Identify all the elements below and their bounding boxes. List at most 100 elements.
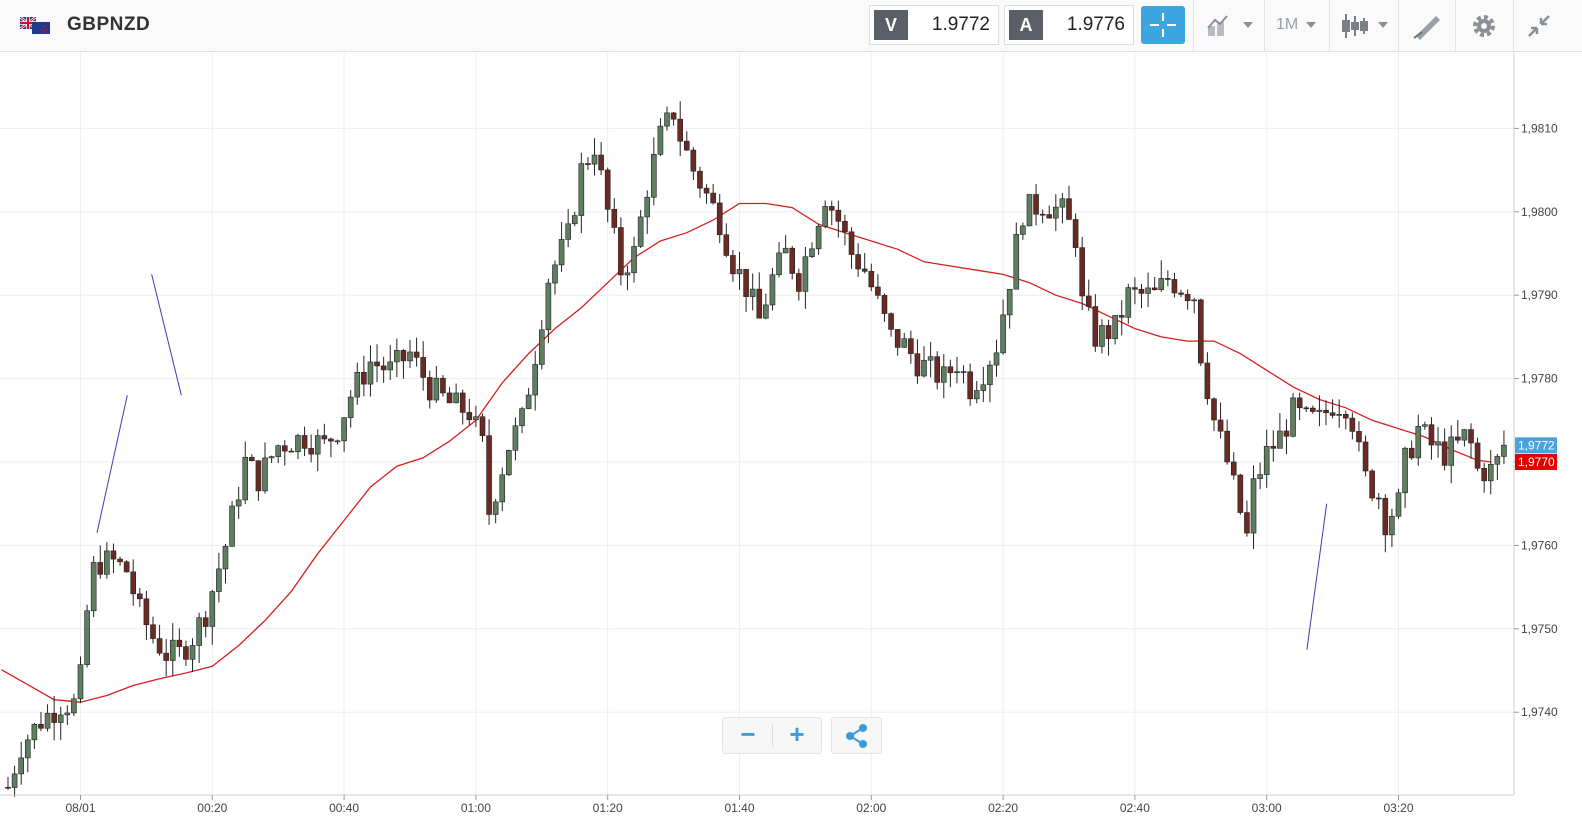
candle-body	[842, 221, 848, 233]
candle-body	[1132, 287, 1138, 290]
candle-body	[1171, 279, 1178, 294]
candle-body	[651, 154, 657, 198]
candle-body	[1468, 429, 1474, 444]
crosshair-icon	[1150, 13, 1176, 37]
candle-body	[1237, 474, 1244, 513]
draw-tools-button[interactable]	[1412, 12, 1444, 40]
timeframe-label: 1M	[1276, 16, 1299, 33]
candle-body	[1382, 498, 1389, 536]
zoom-out-button[interactable]: −	[740, 719, 756, 749]
candle-body	[249, 457, 255, 461]
gear-icon	[1473, 15, 1495, 37]
gb-nz-flag-icon	[20, 17, 50, 34]
candle-body	[189, 645, 196, 660]
candle-body	[1191, 299, 1198, 302]
x-tick-label: 03:20	[1383, 801, 1413, 815]
chart-type-button[interactable]	[1205, 12, 1255, 40]
candle-body	[1217, 419, 1224, 432]
candle-body	[110, 550, 117, 560]
candle-body	[321, 435, 328, 440]
candle-body	[1487, 463, 1494, 482]
sell-price: 1.9772	[931, 14, 990, 35]
candle-body	[1349, 417, 1356, 432]
candle-body	[123, 561, 130, 573]
candle-body	[407, 351, 413, 362]
crosshair-button[interactable]	[1141, 6, 1185, 44]
candle-body	[117, 558, 123, 563]
candle-body	[301, 435, 308, 449]
candle-body	[1184, 294, 1191, 302]
candle-body	[426, 377, 433, 401]
candle-body	[683, 140, 690, 151]
candle-body	[1085, 295, 1092, 307]
candle-body	[506, 449, 512, 476]
zoom-divider	[772, 724, 773, 747]
settings-button[interactable]	[1470, 12, 1500, 40]
candle-body	[209, 591, 216, 627]
candle-body	[848, 231, 855, 255]
candle-body	[433, 377, 440, 401]
candle-body	[1369, 470, 1375, 499]
candle-body	[5, 786, 11, 789]
candle-body	[1145, 287, 1151, 294]
candle-body	[1151, 287, 1158, 291]
candle-body	[716, 202, 723, 236]
candle-body	[618, 227, 624, 276]
y-tick-label: 1,9760	[1521, 538, 1558, 552]
candle-body	[822, 206, 828, 227]
candle-body	[545, 282, 552, 331]
candles-icon	[1342, 14, 1388, 38]
candle-body	[255, 460, 262, 492]
candle-body	[328, 438, 334, 442]
x-tick-label: 02:40	[1120, 801, 1150, 815]
x-tick-label: 01:20	[593, 801, 623, 815]
candle-body	[202, 617, 209, 627]
candle-body	[380, 365, 387, 371]
candle-body	[163, 652, 169, 661]
toolbar-divider	[1264, 0, 1265, 52]
candle-body	[1277, 430, 1283, 449]
candle-body	[512, 425, 519, 451]
candle-body	[183, 646, 189, 660]
candle-body	[38, 723, 44, 729]
candle-body	[1435, 441, 1441, 446]
trendline	[1306, 503, 1328, 650]
x-tick-label: 03:00	[1252, 801, 1282, 815]
candle-body	[24, 739, 31, 759]
candle-body	[1316, 409, 1323, 412]
buy-label: A	[1009, 10, 1043, 40]
zoom-in-button[interactable]: +	[789, 719, 805, 749]
trendlines	[96, 274, 1328, 650]
candle-body	[927, 356, 934, 361]
share-button[interactable]	[831, 717, 882, 754]
timeframe-selector[interactable]: 1M	[1276, 16, 1324, 44]
candle-body	[347, 396, 354, 418]
candle-style-button[interactable]	[1340, 12, 1390, 40]
candle-body	[446, 392, 453, 404]
candle-body	[934, 356, 941, 383]
chart-axes	[0, 53, 1515, 796]
candle-body	[591, 154, 598, 165]
instrument-symbol: GBPNZD	[67, 14, 151, 35]
collapse-button[interactable]	[1525, 12, 1555, 40]
candle-body	[697, 170, 703, 189]
candle-body	[776, 252, 782, 276]
candle-body	[914, 353, 921, 377]
candle-body	[631, 246, 637, 274]
candle-body	[710, 192, 716, 204]
candle-body	[268, 456, 275, 459]
candle-body	[664, 112, 670, 127]
candle-body	[413, 351, 420, 358]
x-tick-label: 00:40	[329, 801, 359, 815]
toolbar-divider	[1398, 0, 1399, 52]
candle-body	[440, 377, 446, 394]
candle-body	[1441, 441, 1448, 466]
candle-body	[1099, 325, 1105, 347]
sell-price-button[interactable]: V 1.9772	[869, 5, 999, 45]
candle-body	[479, 416, 486, 436]
candle-body	[1395, 492, 1402, 517]
price-chart[interactable]: 08/01 00:20 00:40 01:00 01:20 01:40 02:00 02:20…	[0, 53, 1582, 835]
candle-body	[960, 371, 967, 373]
buy-price-button[interactable]: A 1.9776	[1004, 5, 1134, 45]
candle-body	[51, 712, 57, 723]
